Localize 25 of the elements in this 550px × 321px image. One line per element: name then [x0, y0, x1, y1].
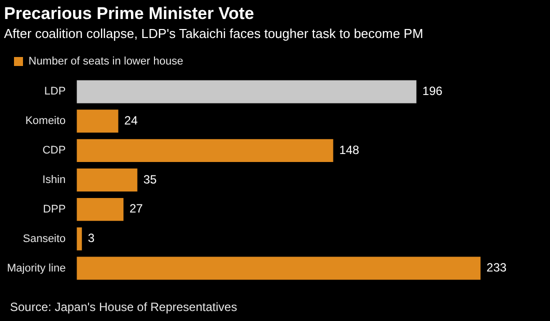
legend-label: Number of seats in lower house [28, 56, 184, 68]
data-label: 27 [129, 202, 144, 216]
bar [76, 256, 481, 280]
y-tick-label: Komeito [25, 115, 66, 128]
bar [76, 198, 124, 221]
y-tick-label: Majority line [6, 262, 66, 274]
bar [76, 227, 82, 250]
y-tick-label: DPP [43, 203, 66, 216]
chart-subtitle: After coalition collapse, LDP's Takaichi faces tougher task to become PM [4, 26, 424, 41]
bar [76, 139, 334, 162]
y-tick-label: Sanseito [22, 232, 66, 245]
data-label: 24 [124, 113, 138, 128]
y-tick-label: CDP [42, 144, 66, 157]
data-label: 35 [143, 172, 158, 186]
data-label: 148 [339, 142, 360, 157]
bar [76, 80, 416, 104]
source-note: Source: Japan's House of Representatives [10, 300, 238, 314]
data-label: 196 [422, 84, 443, 98]
data-label: 233 [486, 260, 507, 275]
bar [76, 110, 118, 133]
y-tick-label: Ishin [42, 174, 66, 186]
bar [76, 168, 138, 192]
data-label: 3 [88, 231, 95, 246]
y-tick-label: LDP [44, 86, 66, 98]
chart-title: Precarious Prime Minister Vote [4, 4, 254, 23]
